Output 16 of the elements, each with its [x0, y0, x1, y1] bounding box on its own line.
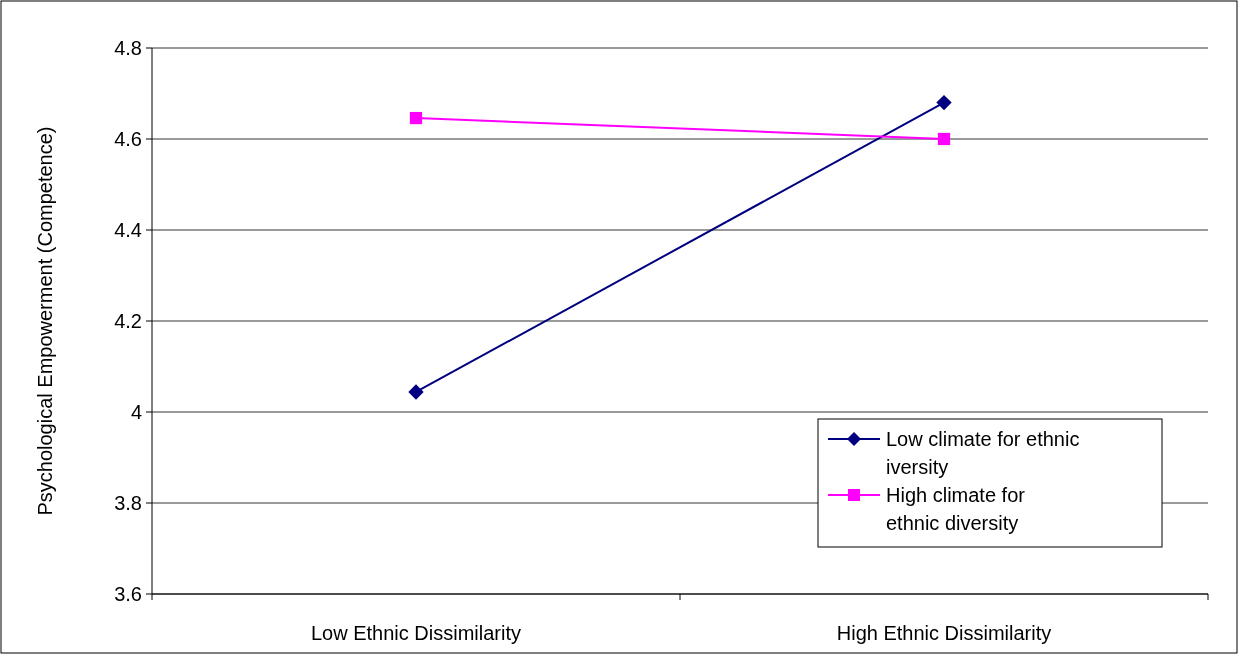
y-tick-label: 3.8 — [114, 492, 142, 514]
y-tick-label: 4.4 — [114, 219, 142, 241]
y-tick-label: 3.6 — [114, 583, 142, 605]
y-tick-label: 4 — [130, 401, 142, 423]
point — [936, 94, 952, 111]
y-tick-label: 4.6 — [114, 128, 142, 150]
point — [937, 132, 951, 146]
legend-label: High climate for ethnic diversity — [886, 484, 1026, 534]
y-tick-label: 4.8 — [114, 37, 142, 59]
x-tick-label: High Ethnic Dissimilarity — [836, 622, 1052, 644]
y-axis-title: Psychological Empowerment (Competence) — [34, 126, 56, 516]
point — [408, 384, 424, 400]
x-tick-label: Low Ethnic Dissimilarity — [310, 622, 522, 644]
legend-label: Low climate for ethnic iversity — [886, 428, 1080, 478]
point — [409, 111, 423, 125]
y-tick-label: 4.2 — [114, 310, 142, 332]
